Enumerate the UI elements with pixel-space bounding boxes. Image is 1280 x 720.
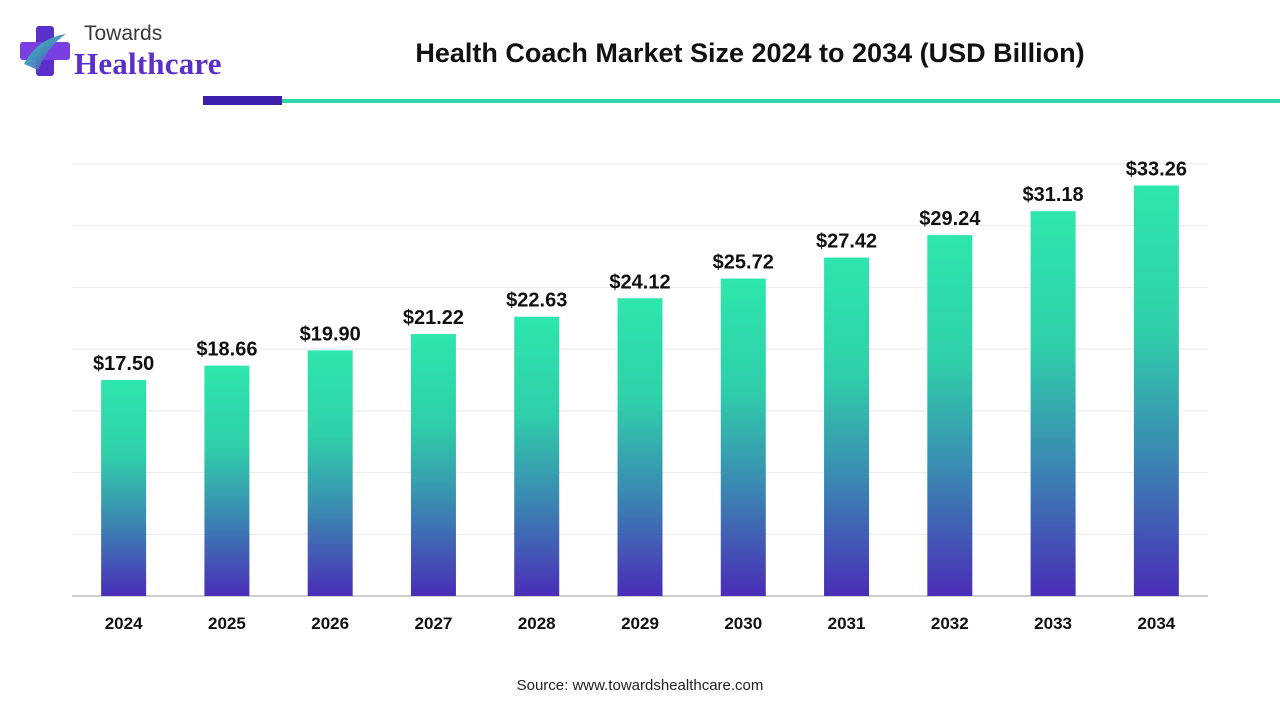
- bars: [101, 185, 1179, 597]
- x-tick-label-2030: 2030: [724, 614, 762, 633]
- x-tick-label-2026: 2026: [311, 614, 349, 633]
- value-label-2027: $21.22: [403, 307, 464, 329]
- x-tick-label-2032: 2032: [931, 614, 969, 633]
- plus-cross-logo-icon: [20, 26, 70, 76]
- bar-2030: [720, 278, 766, 596]
- x-tick-labels: 2024 2025 2026 2027 2028 2029 2030 2031 2032 2033…: [105, 614, 1176, 633]
- bar-2033: [1030, 211, 1076, 596]
- x-tick-label-2027: 2027: [415, 614, 453, 633]
- bar-2024: [101, 380, 147, 596]
- value-label-2032: $29.24: [919, 208, 981, 230]
- value-label-2030: $25.72: [713, 252, 774, 274]
- bar-2026: [307, 350, 353, 596]
- bar-2034: [1133, 185, 1179, 597]
- value-label-2028: $22.63: [506, 290, 567, 312]
- bar-2028: [514, 316, 560, 596]
- bar-2029: [617, 298, 663, 596]
- chart-title: Health Coach Market Size 2024 to 2034 (U…: [415, 38, 1085, 68]
- logo: Towards Healthcare: [18, 18, 248, 88]
- logo-text-healthcare: Healthcare: [74, 46, 222, 81]
- x-tick-label-2029: 2029: [621, 614, 659, 633]
- value-label-2025: $18.66: [196, 339, 257, 361]
- bar-2032: [927, 235, 973, 597]
- x-tick-label-2033: 2033: [1034, 614, 1072, 633]
- source-note: Source: www.towardshealthcare.com: [516, 677, 764, 694]
- value-labels: $17.50 $18.66 $19.90 $21.22 $22.63 $24.12 $25.…: [93, 158, 1187, 375]
- value-label-2031: $27.42: [816, 231, 877, 253]
- bar-2025: [204, 365, 250, 596]
- x-tick-label-2034: 2034: [1137, 614, 1175, 633]
- logo-text-towards: Towards: [84, 22, 163, 45]
- bar-2031: [824, 257, 870, 596]
- value-label-2033: $31.18: [1023, 184, 1084, 206]
- value-label-2024: $17.50: [93, 353, 154, 375]
- bar-2027: [410, 334, 456, 596]
- title-underline-rule: [282, 99, 1280, 103]
- x-tick-label-2031: 2031: [828, 614, 866, 633]
- x-tick-label-2028: 2028: [518, 614, 556, 633]
- value-label-2026: $19.90: [300, 323, 361, 345]
- x-tick-label-2024: 2024: [105, 614, 143, 633]
- title-underline-accent: [203, 96, 282, 105]
- value-label-2034: $33.26: [1126, 158, 1187, 180]
- x-tick-label-2025: 2025: [208, 614, 246, 633]
- value-label-2029: $24.12: [609, 271, 670, 293]
